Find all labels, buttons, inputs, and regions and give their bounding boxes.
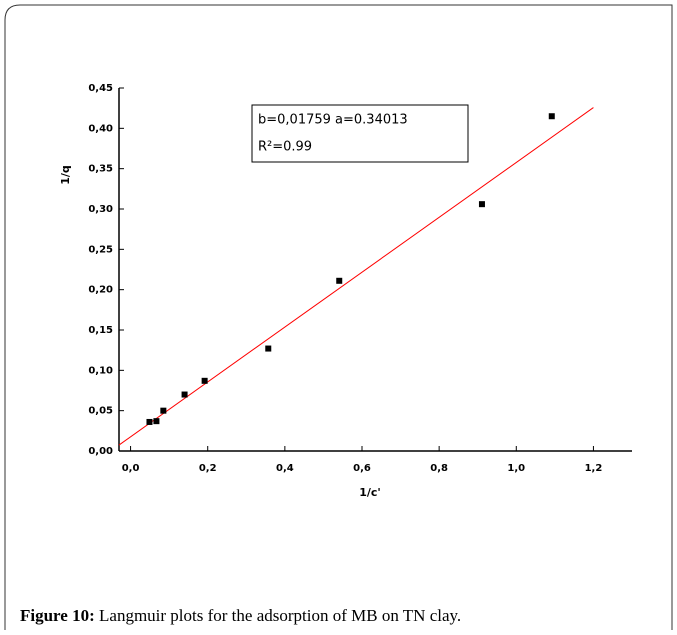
point: [336, 277, 343, 284]
point: [146, 418, 153, 425]
y-tick-label: 0,30: [88, 204, 113, 215]
x-tick-label: 0,6: [353, 463, 371, 474]
y-tick-label: 0,45: [88, 83, 113, 94]
y-tick-label: 0,05: [88, 406, 113, 417]
x-tick-label: 0,2: [199, 463, 217, 474]
y-axis-label: 1/q: [59, 165, 72, 185]
y-tick-label: 0,20: [88, 285, 113, 296]
caption-label: Figure 10:: [20, 606, 95, 625]
x-tick-label: 0,8: [430, 463, 448, 474]
point: [265, 345, 272, 352]
point: [478, 201, 485, 208]
annotation-box: [251, 104, 469, 163]
y-tick-label: 0,25: [88, 244, 113, 255]
point: [201, 377, 208, 384]
caption-text: Langmuir plots for the adsorption of MB …: [95, 606, 461, 625]
y-tick-label: 0,35: [88, 164, 113, 175]
x-axis-label: 1/c': [359, 486, 381, 499]
fit-line: [118, 107, 594, 446]
point: [160, 407, 167, 414]
annotation: b=0,01759 a=0.34013: [258, 113, 408, 128]
y-tick-label: 0,15: [88, 325, 113, 336]
y-tick-label: 0,00: [88, 446, 113, 457]
figure-frame: [4, 4, 673, 630]
point: [548, 113, 555, 120]
annotation: R²=0.99: [258, 140, 312, 155]
y-tick-label: 0,10: [88, 365, 113, 376]
caption: Figure 10: Langmuir plots for the adsorp…: [20, 606, 461, 625]
y-tick-label: 0,40: [88, 123, 113, 134]
x-tick-label: 0,0: [122, 463, 140, 474]
point: [153, 418, 160, 425]
x-tick-label: 1,0: [507, 463, 525, 474]
x-tick-label: 0,4: [276, 463, 294, 474]
point: [181, 391, 188, 398]
x-tick-label: 1,2: [585, 463, 603, 474]
